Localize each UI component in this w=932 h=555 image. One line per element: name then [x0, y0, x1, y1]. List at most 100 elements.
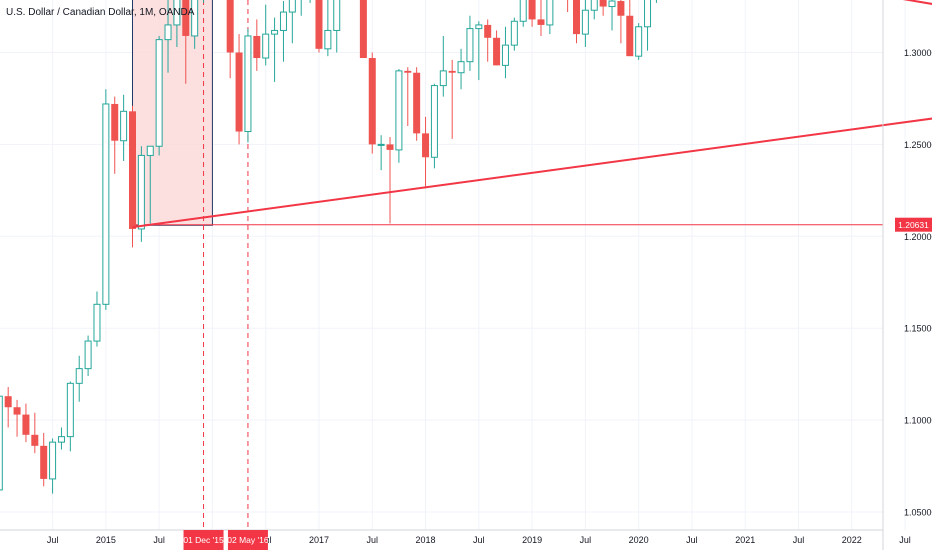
candle-body — [129, 111, 136, 229]
time-tick-label: Jul — [899, 535, 911, 545]
candle — [360, 0, 367, 58]
candle — [431, 84, 437, 169]
candle-body — [85, 341, 91, 369]
candle-body — [156, 40, 162, 147]
candle-body — [467, 29, 473, 62]
candle-body — [537, 19, 544, 25]
time-tick-label: Jul — [793, 535, 805, 545]
candle-body — [280, 12, 286, 30]
candle-body — [396, 71, 402, 150]
time-tick-label: 2021 — [735, 535, 755, 545]
price-tick-label: 1.15000 — [904, 324, 932, 334]
candle-body — [636, 27, 642, 56]
candle-body — [236, 53, 243, 132]
time-tick-label: Jul — [367, 535, 379, 545]
candle-body — [94, 304, 100, 341]
candle-body — [360, 0, 367, 58]
candle-body — [484, 25, 491, 38]
candle — [396, 69, 402, 163]
candle-body — [0, 396, 2, 490]
time-tick-label: Jul — [473, 535, 485, 545]
time-tick-label: 2020 — [629, 535, 649, 545]
candle-body — [378, 144, 384, 145]
price-tick-label: 1.10000 — [904, 416, 932, 426]
candle-body — [449, 71, 456, 73]
candle-body — [645, 0, 651, 27]
candle — [636, 23, 642, 60]
candle-body — [502, 45, 508, 65]
candle-body — [529, 0, 536, 19]
price-tick-label: 1.20000 — [904, 232, 932, 242]
time-tick-label: 2022 — [842, 535, 862, 545]
candle-body — [404, 71, 411, 73]
candle — [315, 0, 322, 53]
candle — [369, 53, 376, 154]
candle-body — [334, 0, 340, 30]
price-tick-label: 1.25000 — [904, 140, 932, 150]
candle-body — [67, 383, 73, 436]
time-marker-label: 02 May '16 — [227, 535, 269, 545]
candle-body — [458, 62, 464, 73]
candle-body — [31, 435, 38, 446]
candle-body — [476, 25, 482, 29]
time-tick-label: 2018 — [416, 535, 436, 545]
candle-body — [22, 415, 29, 435]
candle-body — [422, 133, 429, 157]
candle-body — [369, 58, 376, 144]
candle-body — [493, 38, 500, 66]
candle-body — [58, 437, 64, 443]
candle-body — [573, 0, 580, 34]
candle-body — [440, 71, 446, 86]
time-marker-label: 01 Dec '15 — [183, 535, 224, 545]
candle-body — [325, 30, 331, 48]
candle-body — [138, 155, 144, 229]
candle-body — [431, 86, 437, 158]
candle-body — [40, 446, 47, 479]
candle-body — [591, 0, 597, 10]
candle-body — [315, 0, 322, 49]
candle-body — [227, 0, 234, 52]
candle-body — [245, 36, 251, 132]
time-tick-label: Jul — [47, 535, 59, 545]
price-tick-label: 1.05000 — [904, 508, 932, 518]
candle-body — [121, 111, 127, 140]
candle — [156, 36, 162, 155]
time-tick-label: Jul — [153, 535, 165, 545]
candle-body — [50, 442, 56, 479]
candle-body — [617, 1, 624, 16]
candle-body — [520, 0, 526, 21]
candle-body — [147, 146, 153, 155]
candle-body — [582, 10, 588, 34]
candle-body — [609, 1, 615, 7]
candle — [138, 146, 144, 242]
candle-body — [547, 0, 553, 25]
candle-body — [5, 396, 12, 407]
candle-body — [272, 30, 278, 34]
candle-body — [111, 104, 118, 141]
candle-body — [253, 36, 260, 58]
candle-body — [165, 25, 171, 40]
time-tick-label: 2017 — [309, 535, 329, 545]
candle — [0, 385, 2, 490]
time-tick-label: 2015 — [96, 535, 116, 545]
candle-body — [263, 34, 269, 58]
candle-body — [387, 144, 394, 150]
candle — [103, 89, 109, 310]
candle-body — [14, 407, 21, 414]
candle — [413, 67, 420, 141]
chart-title: U.S. Dollar / Canadian Dollar, 1M, OANDA — [6, 7, 194, 18]
price-level-label: 1.20631 — [898, 220, 929, 230]
candle-body — [413, 73, 420, 134]
candle — [245, 29, 251, 143]
candle-body — [600, 0, 607, 7]
time-tick-label: 2019 — [522, 535, 542, 545]
time-tick-label: Jul — [580, 535, 592, 545]
candle-body — [289, 0, 295, 12]
candle-body — [626, 16, 633, 56]
candle-body — [511, 21, 517, 45]
time-tick-label: Jul — [686, 535, 698, 545]
candle-body — [103, 104, 109, 304]
price-tick-label: 1.30000 — [904, 48, 932, 58]
